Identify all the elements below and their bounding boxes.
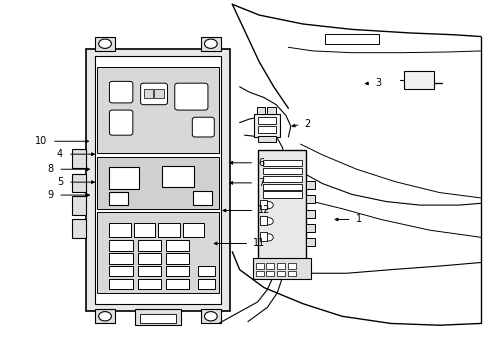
Bar: [260, 232, 267, 241]
FancyBboxPatch shape: [109, 81, 133, 103]
Bar: [138, 253, 161, 264]
Text: 6: 6: [258, 158, 264, 168]
Bar: [306, 210, 315, 218]
Bar: [325, 34, 378, 44]
Bar: [182, 223, 203, 237]
Bar: [193, 191, 212, 205]
Bar: [255, 263, 263, 269]
Bar: [287, 271, 295, 276]
Bar: [154, 89, 163, 98]
Bar: [97, 67, 218, 153]
Bar: [109, 240, 133, 251]
Bar: [109, 266, 133, 276]
Bar: [258, 117, 275, 125]
Text: 4: 4: [57, 149, 63, 159]
Circle shape: [263, 202, 273, 209]
FancyBboxPatch shape: [109, 110, 133, 135]
FancyBboxPatch shape: [192, 117, 214, 137]
Bar: [109, 223, 131, 237]
Bar: [306, 181, 315, 189]
Bar: [262, 160, 301, 166]
Bar: [252, 258, 311, 279]
Bar: [165, 266, 189, 276]
Bar: [140, 314, 176, 323]
Bar: [258, 136, 275, 142]
Bar: [165, 279, 189, 289]
Bar: [109, 167, 139, 189]
Text: 5: 5: [57, 177, 63, 187]
Bar: [254, 114, 279, 137]
Text: 12: 12: [258, 206, 270, 216]
Bar: [277, 263, 285, 269]
Circle shape: [99, 39, 111, 48]
Bar: [262, 168, 301, 174]
FancyBboxPatch shape: [141, 83, 167, 105]
Bar: [256, 107, 265, 114]
Bar: [257, 149, 306, 261]
Bar: [266, 263, 274, 269]
Bar: [109, 192, 128, 205]
Text: 3: 3: [374, 78, 381, 88]
Text: 11: 11: [253, 238, 265, 248]
Bar: [255, 271, 263, 276]
Text: 7: 7: [258, 178, 264, 188]
Bar: [97, 157, 218, 209]
Bar: [267, 107, 276, 114]
Bar: [109, 279, 133, 289]
Bar: [306, 238, 315, 246]
Bar: [72, 149, 86, 168]
Circle shape: [99, 312, 111, 321]
Bar: [72, 220, 86, 238]
Bar: [109, 253, 133, 264]
Circle shape: [204, 312, 217, 321]
Bar: [95, 55, 221, 305]
Bar: [306, 195, 315, 203]
Bar: [165, 240, 189, 251]
Bar: [134, 223, 155, 237]
Text: 1: 1: [355, 215, 361, 224]
Bar: [262, 184, 301, 190]
Bar: [277, 271, 285, 276]
Bar: [95, 37, 115, 51]
Bar: [200, 309, 221, 323]
Bar: [262, 192, 301, 198]
Bar: [262, 176, 301, 182]
Bar: [198, 266, 214, 276]
Bar: [72, 197, 86, 215]
Bar: [198, 279, 214, 289]
Text: 2: 2: [304, 120, 310, 129]
Bar: [260, 200, 267, 209]
Bar: [161, 166, 193, 187]
Bar: [258, 126, 275, 134]
Circle shape: [204, 39, 217, 48]
Circle shape: [263, 218, 273, 225]
Bar: [97, 212, 218, 293]
Bar: [260, 216, 267, 225]
Bar: [266, 271, 274, 276]
Bar: [138, 279, 161, 289]
Text: 9: 9: [47, 190, 53, 200]
Text: 8: 8: [47, 164, 53, 174]
Bar: [158, 223, 179, 237]
Bar: [165, 253, 189, 264]
Bar: [143, 89, 153, 98]
Bar: [72, 174, 86, 192]
Bar: [404, 71, 433, 89]
Bar: [95, 309, 115, 323]
Bar: [287, 263, 295, 269]
Bar: [200, 37, 221, 51]
Bar: [138, 240, 161, 251]
Bar: [306, 224, 315, 232]
Text: 10: 10: [35, 136, 47, 146]
Circle shape: [263, 234, 273, 241]
Bar: [86, 49, 229, 311]
Bar: [135, 309, 181, 325]
Bar: [138, 266, 161, 276]
FancyBboxPatch shape: [174, 83, 207, 110]
